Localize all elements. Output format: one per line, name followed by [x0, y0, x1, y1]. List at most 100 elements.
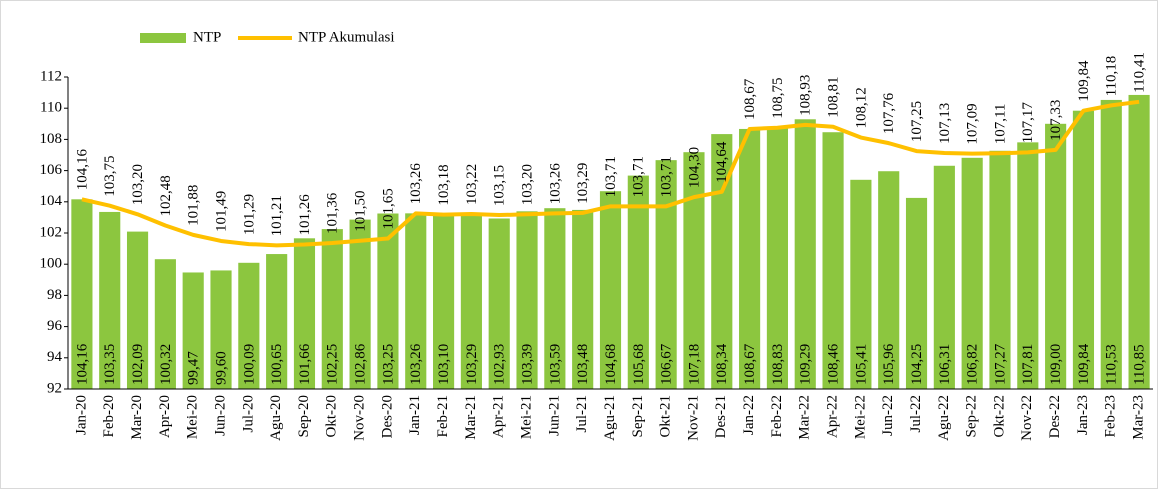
- bar-value-label: 105,96: [881, 343, 897, 385]
- line-value-label: 103,20: [130, 164, 146, 205]
- line-value-label: 103,71: [659, 156, 675, 197]
- bar-value-label: 103,59: [547, 344, 563, 385]
- bar-value-label: 108,83: [770, 344, 786, 385]
- bar-value-label: 103,29: [464, 344, 480, 385]
- bar-value-label: 103,26: [408, 343, 424, 385]
- y-tick-label: 96: [47, 318, 63, 334]
- line: [81, 99, 1140, 248]
- x-tick-label: Mar-22: [797, 395, 813, 440]
- x-tick-label: Okt-22: [991, 395, 1007, 438]
- bar: [683, 152, 705, 389]
- line-value-label: 101,21: [269, 195, 285, 236]
- bar-value-label: 105,41: [853, 344, 869, 385]
- line-value-label: 107,17: [1020, 102, 1036, 144]
- bar-value-label: 100,65: [269, 344, 285, 385]
- line-value-label: 101,65: [380, 188, 396, 229]
- line-value-label: 101,88: [186, 185, 202, 226]
- line-value-label: 104,16: [74, 149, 90, 191]
- x-tick-label: Jun-22: [880, 395, 896, 436]
- x-tick-label: Des-20: [379, 395, 395, 438]
- line-value-label: 110,41: [1132, 52, 1148, 93]
- bar-value-label: 103,39: [519, 344, 535, 385]
- bar-value-label: 102,25: [325, 344, 341, 385]
- x-tick-label: Jul-20: [240, 395, 256, 433]
- bar: [572, 209, 594, 389]
- line-value-label: 107,76: [881, 92, 897, 134]
- bar-value-label: 107,18: [686, 344, 702, 385]
- bar-value-label: 99,47: [186, 351, 202, 385]
- x-tick-label: Agu-22: [936, 395, 952, 441]
- legend-swatch: [140, 33, 186, 43]
- bar: [989, 150, 1011, 389]
- line-value-label: 103,26: [547, 163, 563, 205]
- x-tick-label: Mar-23: [1131, 395, 1147, 440]
- bar-value-label: 106,31: [937, 344, 953, 385]
- bar-value-label: 110,85: [1132, 344, 1148, 385]
- bar: [210, 270, 232, 389]
- y-tick-label: 110: [40, 100, 62, 116]
- bar-value-label: 109,29: [798, 344, 814, 385]
- bar-value-label: 103,35: [102, 344, 118, 385]
- bar-value-label: 101,66: [297, 343, 313, 385]
- bar-value-label: 104,16: [74, 343, 90, 385]
- y-tick-label: 92: [47, 380, 62, 396]
- x-tick-label: Okt-21: [658, 395, 674, 438]
- bar-value-label: 100,32: [158, 344, 174, 385]
- line-value-label: 108,67: [742, 78, 758, 120]
- line-value-label: 107,33: [1048, 100, 1064, 141]
- x-tick-label: Jan-22: [741, 395, 757, 435]
- line-value-label: 103,15: [492, 165, 508, 206]
- line-value-label: 103,26: [408, 163, 424, 205]
- bar: [154, 259, 176, 389]
- line-value-label: 103,18: [436, 164, 452, 205]
- x-tick-label: Mei-21: [518, 395, 534, 439]
- bar: [238, 262, 260, 389]
- line-value-label: 101,49: [213, 191, 229, 232]
- line-value-label: 108,75: [770, 77, 786, 118]
- bar-value-label: 108,67: [742, 343, 758, 385]
- x-tick-label: Mei-20: [185, 395, 201, 439]
- bar-value-label: 103,10: [436, 344, 452, 385]
- x-tick-label: Jan-20: [73, 395, 89, 435]
- x-tick-label: Jun-21: [546, 395, 562, 436]
- line-value-label: 107,09: [965, 103, 981, 144]
- bar: [655, 160, 677, 389]
- y-tick-label: 106: [40, 162, 63, 178]
- y-tick-label: 98: [47, 287, 62, 303]
- x-tick-label: Okt-20: [324, 395, 340, 438]
- bar: [1100, 99, 1122, 389]
- line-value-label: 108,81: [826, 77, 842, 118]
- bar-value-label: 102,09: [130, 344, 146, 385]
- bar-value-label: 106,67: [659, 343, 675, 385]
- y-tick-label: 94: [47, 349, 63, 365]
- bar-value-label: 100,09: [241, 344, 257, 385]
- bar: [739, 128, 761, 389]
- x-tick-label: Sep-20: [296, 395, 312, 438]
- line-value-label: 103,22: [464, 164, 480, 205]
- line-value-label: 107,13: [937, 103, 953, 144]
- bar: [126, 231, 149, 389]
- x-tick-label: Jan-21: [407, 395, 423, 435]
- x-tick-label: Jan-23: [1075, 395, 1091, 435]
- x-tick-label: Jul-21: [574, 395, 590, 433]
- bar: [516, 211, 538, 389]
- x-tick-label: Nov-20: [352, 395, 368, 441]
- bar: [627, 175, 649, 389]
- bar-value-label: 110,53: [1104, 344, 1120, 385]
- bar-value-label: 99,60: [213, 351, 229, 385]
- line-value-label: 107,11: [992, 104, 1008, 145]
- bar-value-label: 109,00: [1048, 344, 1064, 385]
- bar: [321, 229, 343, 389]
- x-tick-label: Feb-20: [101, 395, 117, 438]
- line-value-label: 108,12: [853, 87, 869, 128]
- line-value-label: 109,84: [1076, 60, 1092, 102]
- x-tick-label: Apr-21: [491, 395, 507, 438]
- bar: [433, 215, 455, 389]
- line-value-label: 104,64: [714, 141, 730, 183]
- x-tick-label: Apr-20: [157, 395, 173, 438]
- bar: [599, 191, 622, 389]
- bar: [794, 119, 816, 389]
- line-value-label: 102,48: [158, 175, 174, 216]
- bar: [405, 213, 427, 389]
- bar: [71, 199, 93, 389]
